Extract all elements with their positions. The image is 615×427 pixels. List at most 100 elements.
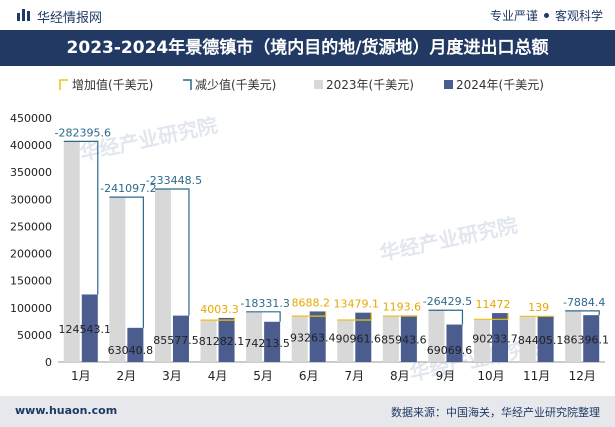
change-label: 11472 — [476, 298, 511, 311]
y-tick-label: 300000 — [10, 193, 52, 206]
increase-marker — [337, 312, 372, 321]
legend-marker-increase — [59, 79, 68, 90]
y-tick-label: 450000 — [10, 112, 52, 125]
y-tick-label: 100000 — [10, 302, 52, 315]
bar-2023 — [474, 319, 491, 362]
decrease-marker — [109, 196, 144, 328]
legend-label: 减少值(千美元) — [195, 77, 276, 92]
value-label-2024: 85577.5 — [153, 334, 199, 347]
change-label: 13479.1 — [334, 298, 380, 311]
x-tick-label: 12月 — [569, 369, 596, 383]
footer: www.huaon.com 数据来源：中国海关，华经产业研究院整理 — [0, 396, 615, 427]
x-tick-label: 1月 — [71, 369, 91, 383]
bar-2023 — [63, 141, 80, 362]
x-tick-label: 8月 — [390, 369, 410, 383]
y-tick-label: 350000 — [10, 166, 52, 179]
change-label: -241097.2 — [100, 182, 156, 195]
decrease-marker — [246, 311, 281, 322]
brand-name: 华经情报网 — [37, 11, 103, 26]
x-tick-label: 3月 — [162, 369, 182, 383]
x-tick-label: 2月 — [117, 369, 137, 383]
decrease-marker — [63, 140, 99, 295]
value-label-2024: 124543.1 — [59, 323, 112, 336]
change-label: -282395.6 — [55, 126, 111, 139]
bar-2023 — [565, 310, 582, 362]
logo-icon — [17, 9, 30, 21]
value-label-2024: 63040.8 — [108, 344, 154, 357]
decrease-marker — [428, 309, 464, 325]
change-label: 4003.3 — [200, 303, 239, 316]
bar-2024 — [537, 316, 554, 362]
increase-marker — [474, 313, 509, 320]
bar-2024 — [81, 294, 98, 362]
bar-2024 — [264, 321, 281, 362]
bar-2023 — [154, 189, 171, 362]
bar-2024 — [492, 313, 509, 362]
y-tick-label: 0 — [45, 356, 52, 369]
change-label: -233448.5 — [146, 174, 202, 187]
x-tick-label: 5月 — [253, 369, 273, 383]
x-tick-label: 7月 — [344, 369, 364, 383]
change-label: 8688.2 — [291, 296, 330, 309]
chart-title: 2023-2024年景德镇市（境内目的地/货源地）月度进出口总额 — [0, 30, 615, 66]
value-label-2024: 69069.6 — [427, 344, 473, 357]
value-label-2024: 93263.4 — [290, 332, 336, 345]
bar-2024 — [400, 315, 417, 362]
bar-2024 — [172, 315, 189, 362]
y-tick-label: 250000 — [10, 220, 52, 233]
bar-2023 — [200, 320, 217, 362]
x-tick-label: 4月 — [208, 369, 228, 383]
bar-2023 — [246, 311, 263, 362]
bar-2023 — [291, 316, 308, 362]
y-tick-label: 150000 — [10, 275, 52, 288]
bar-chart: 华经产业研究院华经产业研究院华经产业研究院增加值(千美元)减少值(千美元)202… — [10, 77, 609, 385]
value-label-2024: 90233.7 — [472, 333, 518, 346]
change-label: -18331.3 — [240, 297, 289, 310]
legend-marker-b24 — [444, 80, 453, 89]
footer-url[interactable]: www.huaon.com — [15, 404, 118, 417]
footer-source: 数据来源：中国海关，华经产业研究院整理 — [391, 406, 600, 419]
value-label-2024: 84405.1 — [518, 334, 564, 347]
slogan-tag-1: 专业严谨 — [489, 9, 538, 23]
decrease-marker — [565, 310, 600, 316]
slogan: 专业严谨 客观科学 — [490, 7, 603, 24]
bar-2024 — [446, 324, 463, 362]
legend-marker-decrease — [183, 79, 192, 90]
x-tick-label: 9月 — [436, 369, 456, 383]
increase-marker — [291, 311, 327, 317]
y-tick-label: 200000 — [10, 248, 52, 261]
y-tick-label: 400000 — [10, 139, 52, 152]
bar-2023 — [109, 197, 126, 362]
bar-2023 — [382, 316, 399, 362]
bar-2023 — [428, 310, 445, 362]
legend-marker-b23 — [314, 80, 323, 89]
bar-2024 — [309, 311, 326, 362]
value-label-2024: 86396.1 — [563, 334, 609, 347]
legend-label: 增加值(千美元) — [72, 77, 153, 92]
bar-2024 — [127, 327, 144, 362]
legend-label: 2023年(千美元) — [326, 78, 414, 92]
increase-marker — [200, 317, 236, 321]
x-tick-label: 10月 — [477, 369, 504, 383]
dot-icon — [543, 13, 549, 18]
bar-2023 — [337, 319, 354, 362]
change-label: -26429.5 — [423, 295, 472, 308]
slogan-tag-2: 客观科学 — [554, 9, 603, 23]
bar-2024 — [218, 317, 235, 362]
decrease-marker — [154, 188, 190, 316]
bar-2024 — [355, 312, 372, 362]
change-label: 1193.6 — [383, 300, 422, 313]
y-tick-label: 50000 — [17, 329, 52, 342]
x-tick-label: 6月 — [299, 369, 319, 383]
legend-label: 2024年(千美元) — [456, 78, 544, 92]
bar-2024 — [583, 315, 600, 362]
value-label-2024: 85943.6 — [381, 334, 427, 347]
value-label-2024: 74213.5 — [244, 337, 290, 350]
x-tick-label: 11月 — [523, 369, 550, 383]
value-label-2024: 81282.1 — [199, 335, 245, 348]
value-label-2024: 90961.6 — [336, 332, 382, 345]
change-label: 139 — [528, 301, 549, 314]
top-bar: 华经情报网 专业严谨 客观科学 — [0, 0, 615, 30]
bar-2023 — [519, 316, 536, 362]
